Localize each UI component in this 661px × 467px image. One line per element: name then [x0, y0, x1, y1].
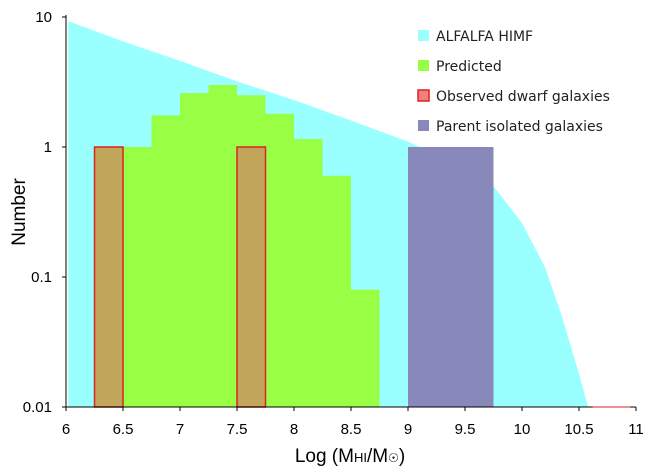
predicted-bar-2 [151, 115, 180, 407]
x-tick-label: 6.5 [113, 421, 134, 438]
legend-swatch-2 [417, 89, 430, 102]
y-tick-label: 10 [35, 9, 52, 26]
predicted-bar-8 [322, 175, 351, 407]
x-tick-label: 7.5 [227, 421, 248, 438]
legend-swatch-3 [418, 120, 429, 131]
observed-dwarf-galaxies-bar-1 [236, 146, 267, 408]
predicted-bar-1 [123, 147, 152, 407]
legend-swatch-1 [418, 60, 429, 71]
predicted-bar-9 [351, 289, 380, 407]
parent-isolated-galaxies-bar-0 [408, 147, 494, 407]
x-tick-label: 10 [514, 421, 531, 438]
y-tick-label: 0.1 [31, 269, 52, 286]
y-tick-label: 0.01 [23, 399, 52, 416]
x-tick-label: 9.5 [455, 421, 476, 438]
predicted-bar-3 [180, 93, 209, 407]
x-tick-label: 6 [62, 421, 70, 438]
x-tick-label: 8.5 [341, 421, 362, 438]
observed-dwarf-galaxies-bar-0 [93, 146, 124, 408]
legend-label-0: ALFALFA HIMF [436, 29, 533, 45]
predicted-bar-7 [294, 139, 323, 407]
x-axis-title: Log (MHI/M☉) [295, 446, 405, 467]
axes: 6 6.5 7 7.5 8 8.5 9 9.5 10 10.5 11 10 1 0.1 0.01 [23, 9, 644, 438]
predicted-bar-4 [208, 84, 237, 407]
legend-swatch-0 [418, 30, 429, 41]
legend: ALFALFA HIMF Predicted Observed dwarf gala… [417, 29, 610, 135]
legend-label-2: Observed dwarf galaxies [436, 89, 610, 105]
y-tick-label: 1 [44, 139, 52, 156]
x-tick-label: 8 [290, 421, 298, 438]
x-tick-label: 10.5 [564, 421, 593, 438]
predicted-bar-6 [265, 113, 294, 407]
x-tick-label: 7 [176, 421, 184, 438]
x-tick-label: 11 [628, 421, 644, 438]
legend-label-1: Predicted [436, 59, 502, 75]
legend-label-3: Parent isolated galaxies [436, 119, 603, 135]
y-axis-title: Number [9, 178, 30, 246]
plot-area [68, 21, 593, 408]
x-tick-label: 9 [404, 421, 412, 438]
